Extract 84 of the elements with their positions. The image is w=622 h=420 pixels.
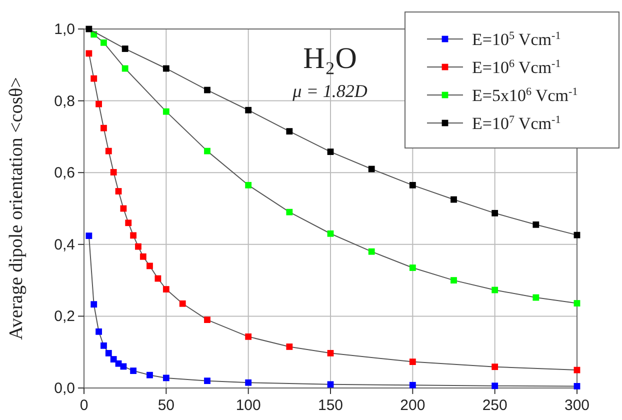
point	[122, 65, 128, 72]
y-tick-label: 0,8	[54, 92, 75, 110]
legend-label: E=10$^{7}$ Vcm$^{-1}$	[472, 114, 561, 133]
y-tick-label: 1,0	[54, 21, 75, 38]
point	[86, 232, 92, 239]
point	[122, 46, 128, 52]
point	[450, 277, 457, 284]
point	[286, 128, 293, 135]
point	[245, 182, 252, 188]
point	[574, 232, 580, 238]
point	[110, 356, 117, 362]
legend-label: E=10$^{6}$ Vcm$^{-1}$	[472, 58, 561, 77]
point	[409, 264, 416, 271]
x-tick-label: 150	[318, 397, 344, 414]
point	[409, 182, 416, 188]
point	[162, 108, 170, 115]
point	[327, 148, 334, 155]
point	[162, 374, 170, 382]
text: μ = 1.82D	[292, 81, 368, 101]
y-tick-label: 0,2	[54, 308, 75, 326]
x-tick-label: 200	[400, 397, 426, 414]
point	[204, 316, 210, 323]
point	[327, 381, 334, 388]
y-tick-label: 0,6	[54, 164, 75, 182]
point	[245, 379, 252, 386]
point	[245, 333, 252, 340]
point	[100, 39, 107, 46]
point	[86, 50, 92, 57]
y-tick-label: 0,0	[54, 380, 75, 397]
point	[492, 286, 498, 294]
point	[115, 188, 122, 194]
chart-title: H₂O	[303, 42, 357, 75]
point	[492, 364, 498, 370]
point	[574, 366, 580, 374]
point	[90, 75, 98, 82]
y-axis-title: Average dipole orientation <cosθ>	[6, 77, 27, 340]
point	[105, 350, 112, 356]
point	[162, 65, 170, 72]
point	[96, 328, 102, 335]
point	[409, 382, 416, 388]
x-tick-label: 250	[482, 397, 508, 414]
point	[120, 205, 127, 212]
point	[327, 350, 334, 356]
point	[86, 26, 92, 32]
point	[204, 378, 210, 384]
point	[105, 148, 112, 154]
point	[96, 100, 102, 108]
point	[492, 210, 498, 216]
point	[492, 382, 498, 390]
point	[450, 196, 457, 203]
point	[368, 166, 375, 172]
point	[204, 86, 210, 94]
legend-label: E=10$^{5}$ Vcm$^{-1}$	[472, 30, 561, 49]
point	[574, 300, 580, 306]
point	[146, 262, 153, 270]
point	[120, 363, 127, 370]
point	[146, 372, 153, 378]
point	[110, 169, 117, 176]
point	[179, 300, 186, 307]
point	[204, 148, 210, 154]
point	[286, 208, 293, 216]
legend-label: E=5x10$^{6}$ Vcm$^{-1}$	[472, 86, 578, 105]
x-tick-label: 0	[80, 397, 88, 414]
point	[125, 220, 132, 226]
point	[100, 124, 107, 132]
x-tick-label: 300	[564, 397, 590, 414]
point	[130, 232, 136, 239]
point	[245, 106, 252, 114]
point	[100, 342, 107, 349]
x-tick-label: 50	[158, 397, 175, 414]
point	[130, 368, 136, 374]
point	[140, 253, 146, 260]
point	[368, 248, 375, 255]
point	[90, 301, 98, 308]
point	[532, 221, 540, 228]
point	[409, 358, 416, 365]
point	[162, 286, 170, 292]
point	[135, 243, 142, 250]
y-tick-label: 0,4	[54, 236, 75, 254]
x-tick-label: 100	[236, 397, 261, 414]
point	[286, 344, 293, 350]
point	[532, 294, 540, 301]
point	[574, 383, 580, 390]
point	[327, 230, 334, 237]
